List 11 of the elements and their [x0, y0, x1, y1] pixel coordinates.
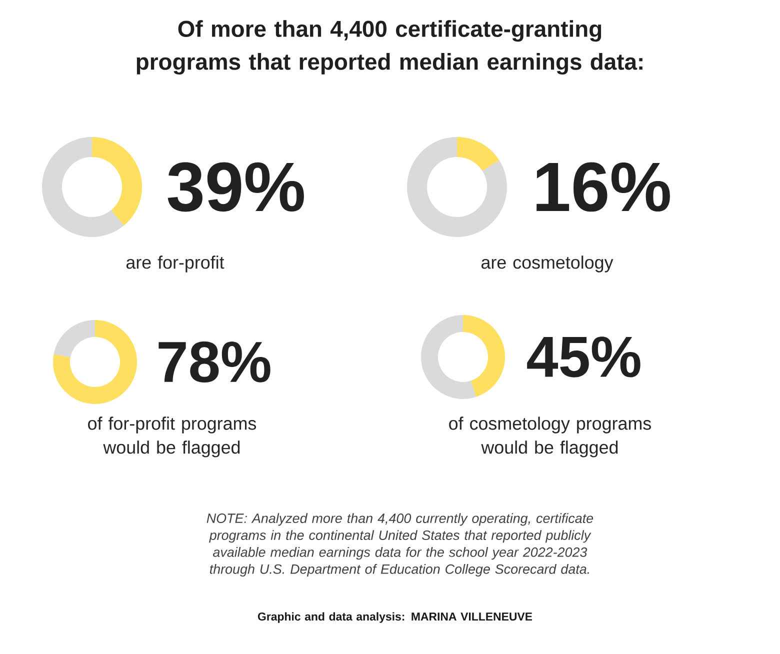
data-label: 16%	[536, 162, 670, 212]
text: of cosmetology programs would be flagged	[449, 416, 651, 458]
text: Of more than 4,400 certificate-granting programs that reported median earnings data:	[136, 20, 642, 75]
text: of for-profit programs would be flagged	[88, 416, 256, 458]
data-label: 78%	[158, 342, 270, 382]
text: NOTE: Analyzed more than 4,400 currently operating, certificate programs in the continental United States that reported publicly available median earnings data for the school year 2022-2023 through U.S. Department of Education College Scorecard data.	[206, 513, 594, 577]
text: are cosmetology	[481, 256, 614, 272]
data-label: 45%	[527, 336, 640, 378]
text: are for-profit	[126, 256, 224, 272]
text: Graphic and data analysis: MARINA VILLENEUVE	[258, 612, 532, 623]
data-label: 39%	[168, 162, 304, 212]
